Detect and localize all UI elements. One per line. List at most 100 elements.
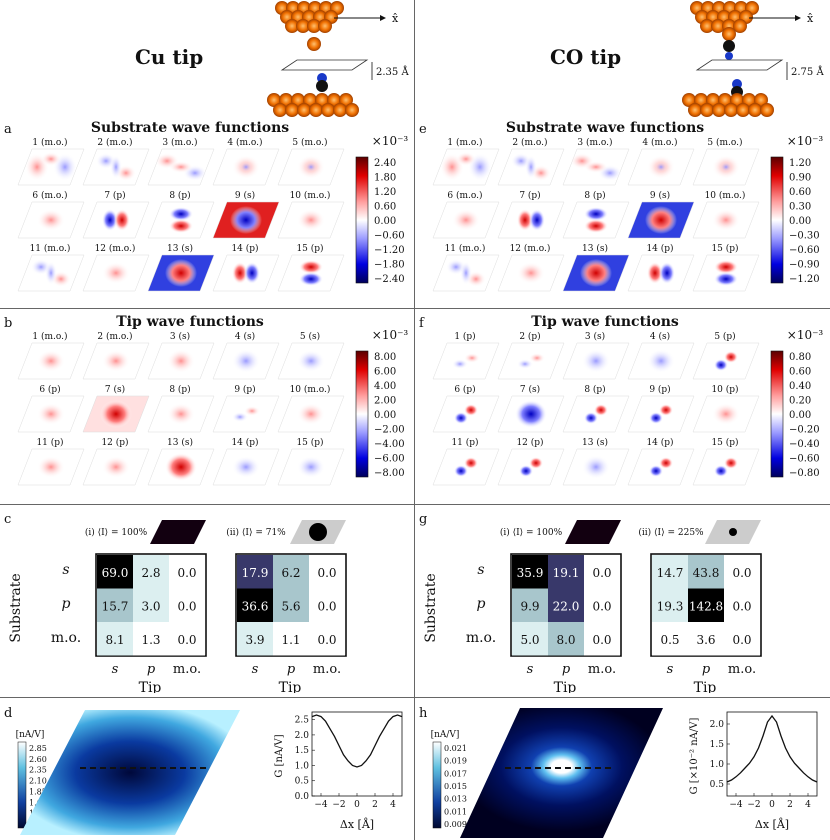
intensity-icon xyxy=(565,520,621,544)
colorbar xyxy=(770,156,784,284)
arrow-head-icon xyxy=(795,15,801,21)
orbital-tile xyxy=(82,448,150,486)
colorbar-tick: 0.60 xyxy=(374,202,396,213)
orbital-tile xyxy=(627,254,695,292)
map-colorbar-tick: 0.013 xyxy=(444,795,467,804)
matrix-cell xyxy=(512,622,548,656)
orbital-tile xyxy=(82,201,150,239)
matrix-xlabel: Tip xyxy=(694,680,717,693)
cu-atom xyxy=(711,19,725,33)
series-line xyxy=(311,714,403,768)
plot-frame xyxy=(726,711,818,797)
orbital-tile xyxy=(212,395,280,433)
cu-atom xyxy=(760,103,774,117)
cu-atom xyxy=(285,19,299,33)
orbital-lobe xyxy=(724,457,738,469)
x-tick-label: 2 xyxy=(787,800,793,810)
cu-atom xyxy=(321,103,335,117)
orbital-lobe xyxy=(37,403,65,425)
tile-label: 4 (m.o.) xyxy=(227,137,262,148)
tile-label: 4 (m.o.) xyxy=(642,137,677,148)
map-colorbar-tick: 0.017 xyxy=(444,769,467,778)
matrix-cell-value: 8.1 xyxy=(105,633,124,647)
tile-label: 5 (s) xyxy=(300,331,320,342)
tile-label: 10 (p) xyxy=(711,384,738,395)
tile-label: 2 (p) xyxy=(519,331,540,342)
col-label: s xyxy=(252,662,259,677)
series-line xyxy=(726,714,818,783)
orbital-tile xyxy=(627,342,695,380)
colorbar-tick: 6.00 xyxy=(374,367,396,378)
tile-label: 5 (p) xyxy=(714,331,735,342)
tile-label: 9 (s) xyxy=(235,190,255,201)
orbital-tile xyxy=(212,201,280,239)
panel-letter: c xyxy=(4,512,12,527)
tile-label: 8 (p) xyxy=(169,190,190,201)
adsorbate-atom xyxy=(732,79,742,89)
matrix-cell xyxy=(688,622,724,656)
tile-label: 1 (m.o.) xyxy=(32,331,67,342)
matrix-cell-value: 0.0 xyxy=(317,566,336,580)
matrix-cell xyxy=(237,622,273,656)
orbital-lobe xyxy=(452,209,480,231)
orbital-tile xyxy=(692,448,760,486)
orbital-lobe xyxy=(297,209,325,231)
matrix-cell-value: 3.0 xyxy=(141,600,160,614)
tile-label: 10 (m.o.) xyxy=(705,190,746,201)
orbital-lobe xyxy=(169,161,193,173)
col-label: m.o. xyxy=(728,662,756,677)
colorbar-tick: −6.00 xyxy=(374,454,405,465)
x-tick-label: 4 xyxy=(390,800,396,810)
map-colorbar-tick: 2.35 xyxy=(29,766,47,775)
orbital-tile xyxy=(432,201,500,239)
tile-label: 14 (p) xyxy=(646,437,673,448)
tile-label: 9 (p) xyxy=(649,384,670,395)
orbital-tile xyxy=(17,201,85,239)
panel-letter: a xyxy=(4,122,12,137)
tile-label: 2 (m.o.) xyxy=(97,331,132,342)
adsorbate-atom xyxy=(316,80,328,92)
cu-atom xyxy=(285,103,299,117)
colorbar-scale: ×10⁻³ xyxy=(787,329,824,342)
orbital-tile xyxy=(212,448,280,486)
y-tick-label: 2.0 xyxy=(295,731,310,741)
colorbar-tick: 0.80 xyxy=(789,352,811,363)
matrix-cell-value: 3.9 xyxy=(245,633,264,647)
matrix-cell xyxy=(273,622,309,656)
wave-function-grid: 1 (m.o.) 2 (m.o.) 3 (m.o.) 4 (m.o.) 5 (m.o.)… xyxy=(432,135,823,292)
orbital-lobe xyxy=(529,353,545,363)
map-unit: [nA/V] xyxy=(431,730,460,740)
panel-title: Tip wave functions xyxy=(531,314,679,330)
tile-label: 13 (s) xyxy=(582,437,608,448)
x-tick-label: 4 xyxy=(805,800,811,810)
cu-atom xyxy=(748,103,762,117)
tile-label: 3 (m.o.) xyxy=(162,137,197,148)
matrix-ylabel: Substrate xyxy=(423,573,439,642)
tile-label: 13 (s) xyxy=(582,243,608,254)
orbital-lobe xyxy=(37,209,65,231)
orbital-lobe xyxy=(515,400,547,428)
tile-label: 11 (p) xyxy=(36,437,63,448)
matrix-cell xyxy=(724,622,760,656)
cu-atom xyxy=(700,103,714,117)
matrix-cell xyxy=(548,588,584,622)
orbital-lobe xyxy=(454,412,468,424)
orbital-tile xyxy=(147,254,215,292)
matrix-cell-value: 0.0 xyxy=(732,633,751,647)
tile-label: 7 (s) xyxy=(105,384,125,395)
orbital-tile xyxy=(147,448,215,486)
matrix-cell xyxy=(169,588,205,622)
orbital-tile xyxy=(692,342,760,380)
orbital-lobe xyxy=(232,349,260,373)
col-label: p xyxy=(702,662,711,677)
colorbar-tick: −0.60 xyxy=(789,454,820,465)
orbital-lobe xyxy=(584,161,608,173)
tile-label: 14 (p) xyxy=(231,243,258,254)
orbital-lobe xyxy=(244,406,260,416)
orbital-lobe xyxy=(714,260,738,274)
matrix-caption: (i) ⟨I⟩ = 100% xyxy=(85,527,148,538)
orbital-tile xyxy=(627,201,695,239)
adsorbate-atom xyxy=(317,73,327,83)
